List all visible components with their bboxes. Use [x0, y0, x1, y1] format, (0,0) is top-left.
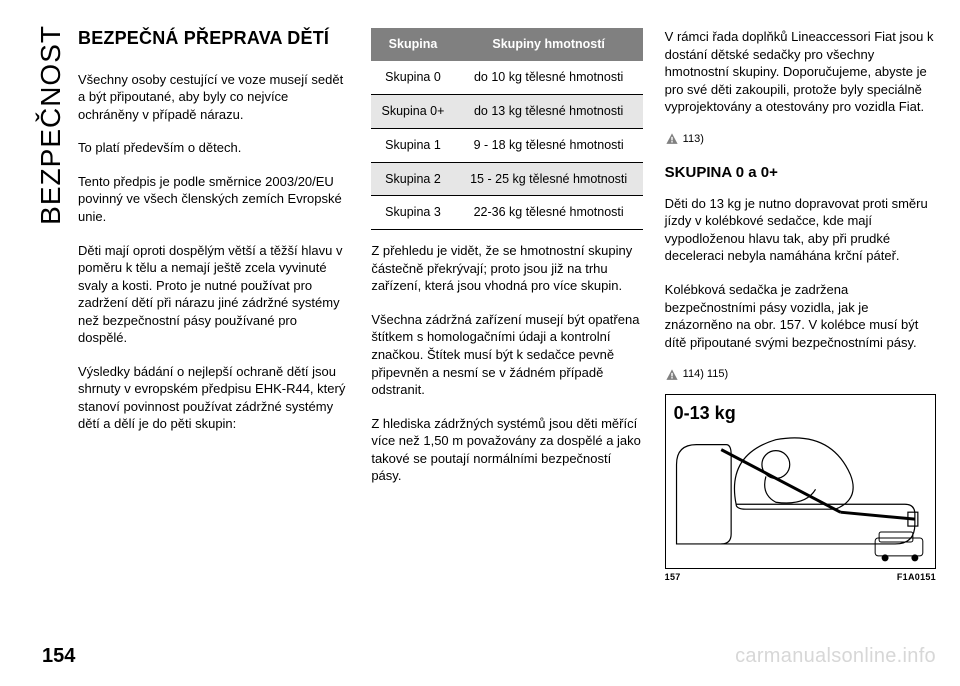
figure-code: F1A0151: [897, 571, 936, 583]
subheading: SKUPINA 0 a 0+: [665, 163, 936, 183]
body-text: To platí především o dětech.: [78, 139, 349, 157]
table-cell-group: Skupina 0+: [371, 94, 454, 128]
body-text: Výsledky bádání o nejlepší ochraně dětí …: [78, 363, 349, 433]
weight-groups-table: Skupina Skupiny hmotností Skupina 0do 10…: [371, 28, 642, 230]
section-side-label: BEZPEČNOST: [35, 25, 67, 225]
body-text: V rámci řada doplňků Lineaccessori Fiat …: [665, 28, 936, 116]
table-row: Skupina 322-36 kg tělesné hmotnosti: [371, 196, 642, 230]
table-cell-weight: do 13 kg tělesné hmotnosti: [455, 94, 643, 128]
table-cell-group: Skupina 2: [371, 162, 454, 196]
warning-ref: 114) 115): [665, 367, 936, 382]
content-columns: BEZPEČNÁ PŘEPRAVA DĚTÍ Všechny osoby ces…: [78, 28, 936, 666]
table-cell-weight: do 10 kg tělesné hmotnosti: [455, 61, 643, 94]
table-header: Skupiny hmotností: [455, 28, 643, 61]
column-3: V rámci řada doplňků Lineaccessori Fiat …: [665, 28, 936, 666]
table-row: Skupina 19 - 18 kg tělesné hmotnosti: [371, 128, 642, 162]
page-number: 154: [42, 645, 75, 668]
table-cell-group: Skupina 1: [371, 128, 454, 162]
table-cell-weight: 15 - 25 kg tělesné hmotnosti: [455, 162, 643, 196]
figure-illustration: 0-13 kg: [665, 394, 936, 569]
table-cell-group: Skupina 3: [371, 196, 454, 230]
table-cell-weight: 9 - 18 kg tělesné hmotnosti: [455, 128, 643, 162]
table-row: Skupina 215 - 25 kg tělesné hmotnosti: [371, 162, 642, 196]
table-cell-weight: 22-36 kg tělesné hmotnosti: [455, 196, 643, 230]
body-text: Kolébková sedačka je zadržena bezpečnost…: [665, 281, 936, 351]
warning-icon: [665, 368, 679, 382]
body-text: Děti do 13 kg je nutno dopravovat proti …: [665, 195, 936, 265]
table-row: Skupina 0+do 13 kg tělesné hmotnosti: [371, 94, 642, 128]
body-text: Tento předpis je podle směrnice 2003/20/…: [78, 173, 349, 226]
body-text: Z hlediska zádržných systémů jsou děti m…: [371, 415, 642, 485]
warning-ref: 113): [665, 132, 936, 147]
figure-number: 157: [665, 571, 681, 583]
warning-icon: [665, 132, 679, 146]
page-title: BEZPEČNÁ PŘEPRAVA DĚTÍ: [78, 28, 349, 49]
column-2: Skupina Skupiny hmotností Skupina 0do 10…: [371, 28, 642, 666]
table-header: Skupina: [371, 28, 454, 61]
body-text: Z přehledu je vidět, že se hmotnostní sk…: [371, 242, 642, 295]
column-1: BEZPEČNÁ PŘEPRAVA DĚTÍ Všechny osoby ces…: [78, 28, 349, 666]
warning-ref-text: 113): [683, 132, 704, 147]
warning-ref-text: 114) 115): [683, 367, 728, 382]
page: BEZPEČNOST BEZPEČNÁ PŘEPRAVA DĚTÍ Všechn…: [0, 0, 960, 686]
body-text: Děti mají oproti dospělým větší a těžší …: [78, 242, 349, 347]
figure-caption: 157 F1A0151: [665, 571, 936, 583]
figure-wrapper: 0-13 kg: [665, 394, 936, 584]
body-text: Všechny osoby cestující ve voze musejí s…: [78, 71, 349, 124]
body-text: Všechna zádržná zařízení musejí být opat…: [371, 311, 642, 399]
watermark-text: carmanualsonline.info: [735, 645, 936, 668]
figure-weight-label: 0-13 kg: [674, 401, 736, 425]
table-row: Skupina 0do 10 kg tělesné hmotnosti: [371, 61, 642, 94]
table-cell-group: Skupina 0: [371, 61, 454, 94]
